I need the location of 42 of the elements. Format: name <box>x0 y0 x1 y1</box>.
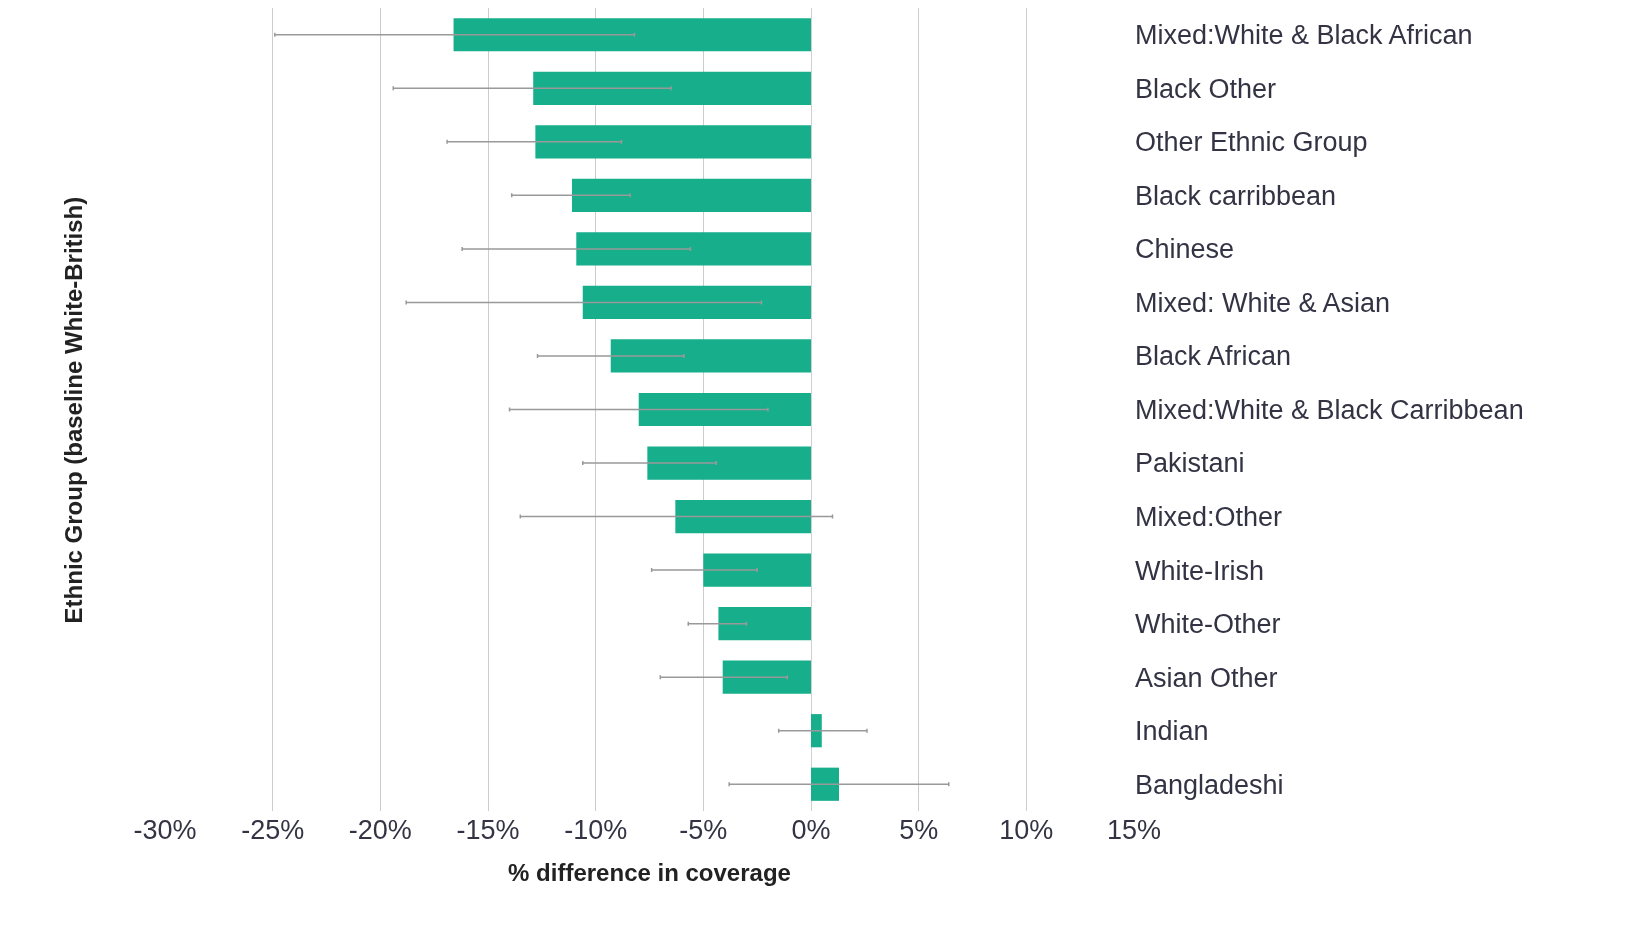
bar <box>610 339 811 373</box>
y-tick-label: Asian Other <box>1135 662 1278 693</box>
y-tick-label: White-Other <box>1135 609 1281 640</box>
x-tick-label: -5% <box>679 815 728 845</box>
bar <box>811 714 822 748</box>
bar <box>533 71 811 105</box>
x-axis-title: % difference in coverage <box>508 859 791 887</box>
y-tick-label: Mixed:White & Black Carribbean <box>1135 394 1524 425</box>
bar <box>811 767 839 801</box>
x-tick-label: -25% <box>241 815 305 845</box>
bar <box>453 18 811 52</box>
bar <box>638 392 811 427</box>
y-tick-label: White-Irish <box>1135 555 1265 586</box>
bar <box>582 285 811 320</box>
y-axis-title: Ethnic Group (baseline White-British) <box>60 196 88 624</box>
x-tick-label: 10% <box>999 815 1054 845</box>
y-tick-label: Indian <box>1135 716 1209 747</box>
x-tick-label: -20% <box>348 815 412 845</box>
y-tick-label: Bangladeshi <box>1135 769 1284 800</box>
y-tick-label: Pakistani <box>1135 448 1245 479</box>
bar <box>703 553 811 587</box>
y-tick-label: Mixed: White & Asian <box>1135 287 1391 318</box>
bar <box>647 446 811 480</box>
y-tick-label: Chinese <box>1135 234 1235 265</box>
bar <box>576 232 811 266</box>
y-tick-label: Other Ethnic Group <box>1135 127 1368 158</box>
bar <box>718 607 811 641</box>
bar <box>722 660 811 694</box>
x-tick-label: 5% <box>899 815 939 845</box>
x-tick-label: 15% <box>1106 815 1162 845</box>
x-tick-label: -15% <box>456 815 520 845</box>
bar <box>535 125 811 159</box>
y-tick-label: Black carribbean <box>1135 180 1337 211</box>
x-tick-label: 0% <box>791 815 831 845</box>
x-tick-label: -10% <box>564 815 628 845</box>
bar <box>675 499 811 534</box>
y-tick-label: Mixed:Other <box>1135 502 1283 533</box>
x-tick-label: -30% <box>133 815 197 845</box>
bar <box>571 178 811 212</box>
y-tick-label: Mixed:White & Black African <box>1135 20 1473 51</box>
y-tick-label: Black Other <box>1135 73 1277 104</box>
y-tick-label: Black African <box>1135 341 1292 372</box>
